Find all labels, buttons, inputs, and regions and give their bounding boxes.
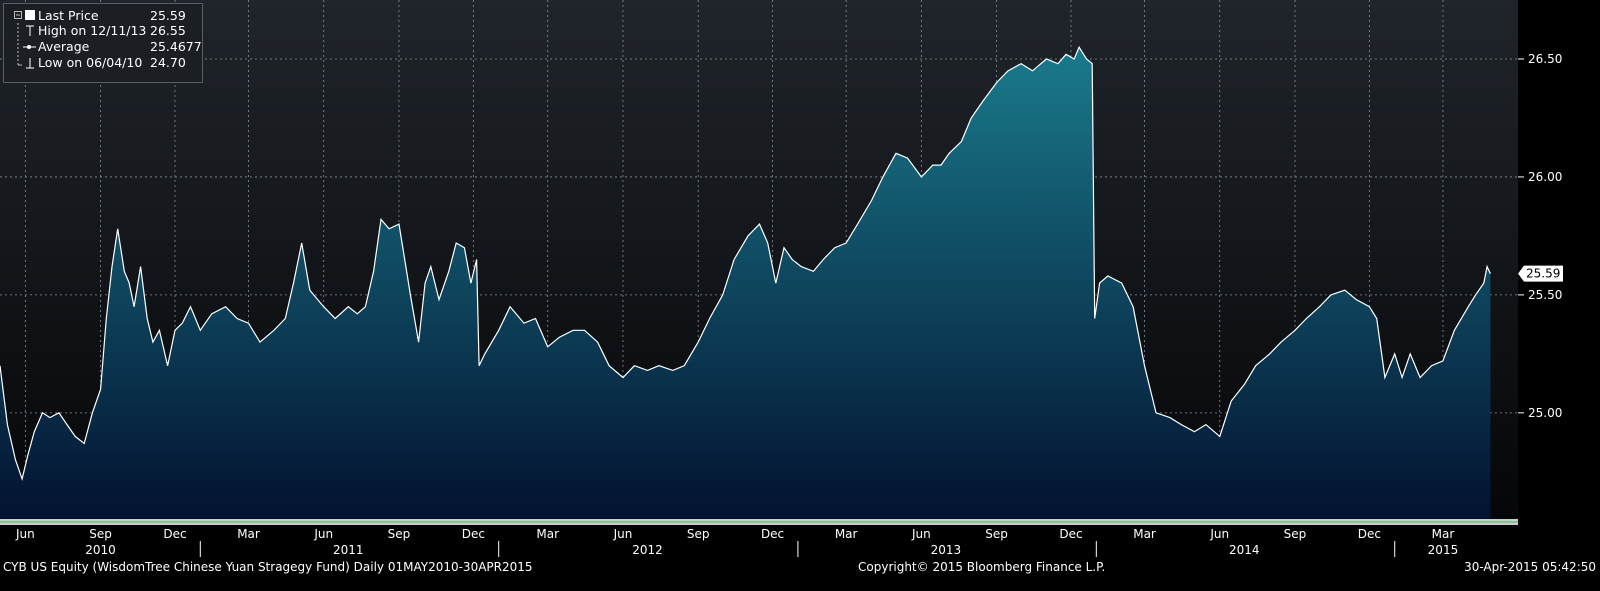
x-month-label: Jun <box>613 527 633 541</box>
x-year-label: 2012 <box>632 543 663 557</box>
legend-last-price-value: 25.59 <box>150 8 186 23</box>
x-month-label: Jun <box>15 527 35 541</box>
legend-box: Last Price 25.59 High on 12/11/13 26.55 … <box>3 3 203 83</box>
x-month-label: Jun <box>313 527 333 541</box>
x-month-label: Dec <box>1059 527 1082 541</box>
legend-high-value: 26.55 <box>150 23 186 38</box>
legend-low-label: Low on 06/04/10 <box>38 55 143 70</box>
footer-bar: CYB US Equity (WisdomTree Chinese Yuan S… <box>0 560 1600 587</box>
x-month-label: Mar <box>1133 527 1156 541</box>
legend-high-icon <box>14 23 34 39</box>
x-year-label: 2010 <box>85 543 116 557</box>
x-month-label: Dec <box>462 527 485 541</box>
legend-average-label: Average <box>38 39 90 54</box>
price-area <box>0 47 1491 519</box>
footer-timestamp: 30-Apr-2015 05:42:50 <box>1464 560 1596 574</box>
y-axis-background <box>1518 0 1600 519</box>
x-month-label: Mar <box>237 527 260 541</box>
x-month-label: Jun <box>911 527 931 541</box>
x-month-label: Sep <box>687 527 710 541</box>
x-month-label: Mar <box>835 527 858 541</box>
x-month-label: Dec <box>1358 527 1381 541</box>
x-month-label: Mar <box>1432 527 1455 541</box>
x-year-label: 2013 <box>931 543 962 557</box>
footer-copyright: Copyright© 2015 Bloomberg Finance L.P. <box>858 560 1106 574</box>
last-price-tag-label: 25.59 <box>1526 267 1560 281</box>
x-month-label: Sep <box>985 527 1008 541</box>
legend-low-value: 24.70 <box>150 55 186 70</box>
y-axis-ticks: 25.00 25.50 26.00 26.50 <box>1518 52 1562 420</box>
x-axis-labels: Jun Sep Dec Mar Jun Sep Dec Mar Jun Sep Dec Mar Jun S… <box>15 527 1458 557</box>
x-month-label: Jun <box>1209 527 1229 541</box>
y-tick-label: 26.00 <box>1528 170 1562 184</box>
last-price-tag: 25.59 <box>1518 265 1563 282</box>
x-month-label: Sep <box>89 527 112 541</box>
y-tick-label: 25.00 <box>1528 406 1562 420</box>
legend-last-price-icon <box>14 8 35 24</box>
legend-last-price-label: Last Price <box>38 8 99 23</box>
x-month-label: Sep <box>388 527 411 541</box>
x-year-label: 2015 <box>1428 543 1459 557</box>
x-month-label: Sep <box>1284 527 1307 541</box>
x-year-label: 2014 <box>1229 543 1260 557</box>
legend-high-label: High on 12/11/13 <box>38 23 147 38</box>
x-month-label: Dec <box>163 527 186 541</box>
x-month-label: Mar <box>536 527 559 541</box>
footer-security-description: CYB US Equity (WisdomTree Chinese Yuan S… <box>3 560 533 574</box>
legend-average-value: 25.4677 <box>150 39 202 54</box>
legend-average-icon <box>14 39 36 55</box>
x-year-label: 2011 <box>333 543 364 557</box>
y-tick-label: 25.50 <box>1528 288 1562 302</box>
legend-low-icon <box>14 55 34 71</box>
y-tick-label: 26.50 <box>1528 52 1562 66</box>
last-price-tag-box <box>1518 265 1563 282</box>
x-month-label: Dec <box>761 527 784 541</box>
price-line <box>0 45 1491 482</box>
